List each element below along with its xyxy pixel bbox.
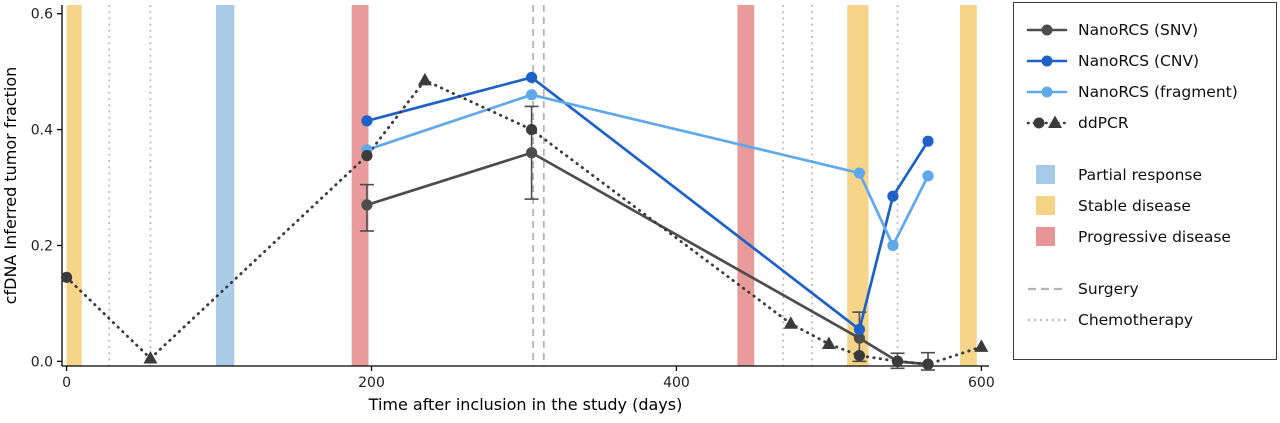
data-point-circle — [525, 71, 538, 84]
data-point-triangle — [821, 336, 836, 349]
data-point-circle — [525, 123, 538, 136]
data-point-circle — [525, 89, 538, 101]
legend-item-nanorcs-snv: NanoRCS (SNV) — [1026, 14, 1270, 45]
data-point-circle — [361, 150, 373, 162]
data-point-circle — [922, 170, 934, 182]
legend-gap — [1026, 252, 1270, 273]
legend-label-chemotherapy: Chemotherapy — [1078, 310, 1194, 329]
nanorcs-cnv-key-icon — [1026, 55, 1068, 66]
chemotherapy-dotted-line-icon — [1028, 318, 1066, 321]
data-point-circle — [922, 358, 934, 370]
partial-response-swatch-icon — [1036, 164, 1055, 184]
progressive-disease-swatch-icon — [1036, 226, 1055, 246]
surgery-dashed-line-icon — [1028, 287, 1066, 290]
data-point-circle — [853, 167, 866, 179]
legend-label-stable-disease: Stable disease — [1078, 196, 1191, 215]
x-tick-label: 400 — [663, 375, 690, 391]
band-progressive-disease — [351, 5, 369, 366]
stable-disease-swatch-icon — [1036, 195, 1055, 215]
legend-gap — [1026, 138, 1270, 159]
nanorcs-snv-key-icon — [1026, 24, 1068, 35]
y-tick-label: 0.4 — [31, 123, 53, 139]
data-point-circle — [853, 323, 866, 336]
y-tick-label: 0.6 — [31, 7, 53, 23]
data-point-circle — [922, 135, 934, 147]
series-line-nanorcs-snv- — [365, 151, 930, 366]
band-stable-disease — [66, 5, 82, 366]
legend-label-nanorcs-cnv: NanoRCS (CNV) — [1078, 51, 1200, 70]
band-stable-disease — [847, 5, 869, 366]
data-point-circle — [361, 115, 373, 127]
series-line-nanorcs-fragment- — [365, 93, 930, 247]
plot-svg: 0 200 400 600 0.0 0.2 0.4 0.6 Time after inclusi… — [1, 5, 995, 414]
legend-label-nanorcs-fragment: NanoRCS (fragment) — [1078, 82, 1238, 101]
x-tick-label: 200 — [358, 375, 385, 391]
legend-label-surgery: Surgery — [1078, 279, 1139, 298]
data-point-triangle — [783, 316, 798, 329]
data-point-circle — [887, 190, 899, 202]
y-tick-label: 0.0 — [31, 354, 53, 370]
legend-label-ddpcr: ddPCR — [1078, 113, 1129, 132]
y-axis-title: cfDNA Inferred tumor fraction — [1, 67, 20, 305]
series-line-ddpcr — [65, 78, 983, 366]
legend-item-stable-disease: Stable disease — [1026, 190, 1270, 221]
data-point-circle — [525, 147, 538, 159]
legend-label-partial-response: Partial response — [1078, 165, 1203, 184]
legend-item-chemotherapy: Chemotherapy — [1026, 304, 1270, 335]
legend-item-progressive-disease: Progressive disease — [1026, 221, 1270, 252]
data-point-circle — [60, 271, 73, 283]
data-point-triangle — [143, 350, 158, 364]
legend-item-nanorcs-fragment: NanoRCS (fragment) — [1026, 76, 1270, 107]
legend-item-ddpcr: ddPCR — [1026, 107, 1270, 138]
band-partial-response — [215, 5, 235, 366]
data-point-triangle — [974, 339, 989, 352]
x-axis-title: Time after inclusion in the study (days) — [368, 395, 683, 414]
data-point-circle — [853, 349, 866, 362]
band-stable-disease — [960, 5, 977, 366]
legend-item-surgery: Surgery — [1026, 273, 1270, 304]
legend-label-nanorcs-snv: NanoRCS (SNV) — [1078, 20, 1199, 39]
series-line-nanorcs-cnv- — [365, 76, 930, 331]
ddpcr-key-icon — [1026, 115, 1068, 128]
nanorcs-fragment-key-icon — [1026, 86, 1068, 97]
band-progressive-disease — [737, 5, 755, 366]
data-point-circle — [891, 355, 904, 367]
data-point-circle — [853, 332, 866, 344]
y-tick-label: 0.2 — [31, 238, 53, 254]
data-point-triangle — [417, 72, 432, 86]
legend-item-partial-response: Partial response — [1026, 159, 1270, 190]
legend-label-progressive-disease: Progressive disease — [1078, 227, 1231, 246]
x-tick-label: 0 — [62, 375, 71, 391]
data-point-circle — [361, 199, 373, 211]
data-point-circle — [887, 239, 899, 252]
legend-item-nanorcs-cnv: NanoRCS (CNV) — [1026, 45, 1270, 76]
x-tick-label: 600 — [968, 375, 995, 391]
legend: NanoRCS (SNV) NanoRCS (CNV) NanoRCS (fra… — [1013, 2, 1277, 360]
